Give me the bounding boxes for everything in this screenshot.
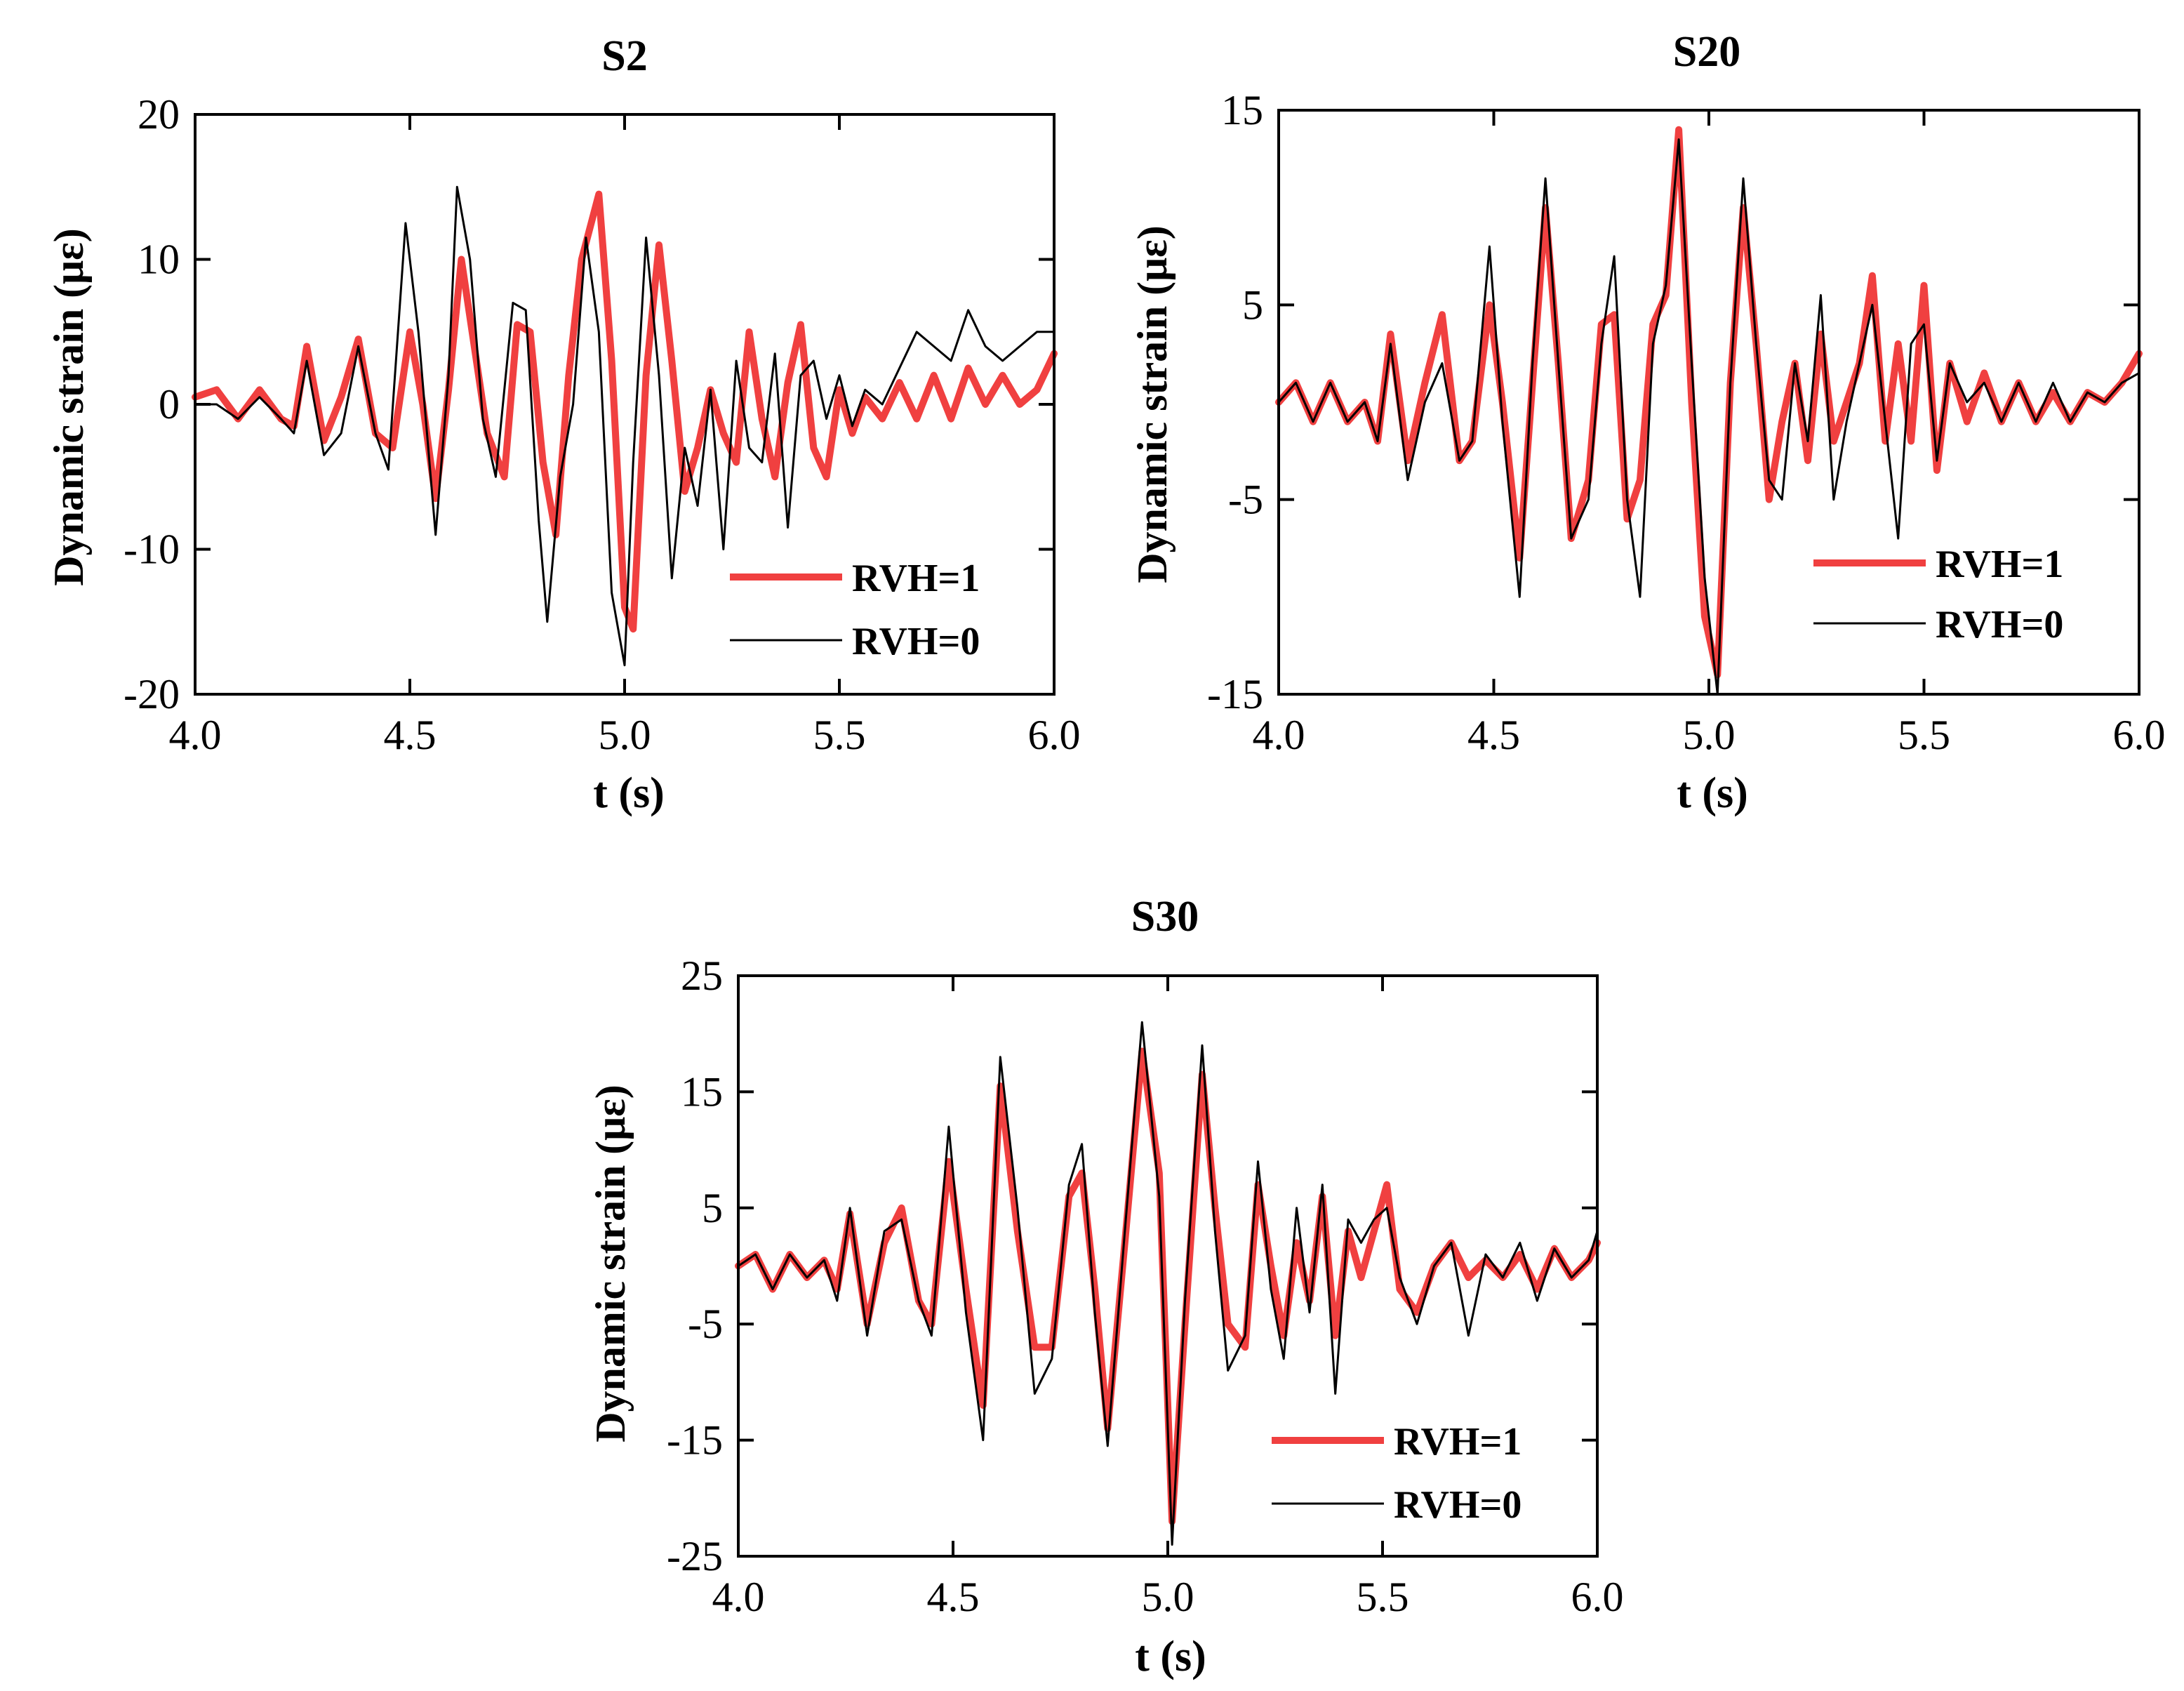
legend-label-rvh0: RVH=0 xyxy=(1394,1483,1522,1527)
panel-s2: S2 Dynamic strain (με) t (s) 4.0 4.5 5.0 5.… xyxy=(46,32,1081,817)
x-axis-label: t (s) xyxy=(1135,1633,1206,1680)
legend-label-rvh0: RVH=0 xyxy=(852,620,980,663)
y-tick-label: 10 xyxy=(138,237,180,283)
x-tick-label: 4.5 xyxy=(927,1574,980,1620)
ticks: 4.0 4.5 5.0 5.5 6.0 25 15 5 -5 -15 -25 xyxy=(667,953,1623,1620)
ticks: 4.0 4.5 5.0 5.5 6.0 15 5 -5 -15 xyxy=(1207,87,2165,758)
y-tick-label: -10 xyxy=(124,526,180,573)
y-tick-label: 15 xyxy=(681,1068,723,1115)
series-line-rvh1 xyxy=(1275,126,2143,679)
legend-label-rvh1: RVH=1 xyxy=(1394,1420,1522,1464)
y-tick-label: -5 xyxy=(688,1301,723,1347)
x-tick-label: 4.0 xyxy=(169,712,222,758)
x-axis-label: t (s) xyxy=(1677,769,1748,817)
y-tick-label: 5 xyxy=(702,1185,723,1231)
legend: RVH=1 RVH=0 xyxy=(730,557,980,663)
y-tick-label: 25 xyxy=(681,953,723,999)
x-tick-label: 5.5 xyxy=(1898,712,1950,758)
y-tick-label: 5 xyxy=(1242,281,1263,328)
x-tick-label: 5.5 xyxy=(813,712,866,758)
plot-frame xyxy=(737,974,1599,1558)
panel-s30: S30 Dynamic strain (με) t (s) 4.0 4.5 5.0 5… xyxy=(587,893,1624,1680)
x-tick-label: 6.0 xyxy=(2113,712,2166,758)
x-tick-label: 6.0 xyxy=(1571,1574,1624,1620)
x-axis-label: t (s) xyxy=(593,769,665,817)
x-tick-label: 5.0 xyxy=(599,712,651,758)
y-tick-label: 0 xyxy=(159,381,180,427)
x-tick-label: 4.5 xyxy=(384,712,437,758)
series-layer xyxy=(1275,126,2143,696)
legend-label-rvh0: RVH=0 xyxy=(1936,603,2063,646)
legend-label-rvh1: RVH=1 xyxy=(1936,543,2063,586)
plot-frame xyxy=(1277,109,2140,696)
y-tick-label: -25 xyxy=(667,1533,723,1579)
series-layer xyxy=(735,1021,1601,1546)
x-tick-label: 4.0 xyxy=(1253,712,1305,758)
y-tick-label: -20 xyxy=(124,671,180,717)
x-tick-label: 6.0 xyxy=(1028,712,1081,758)
x-tick-label: 5.5 xyxy=(1357,1574,1409,1620)
legend-label-rvh1: RVH=1 xyxy=(852,557,980,600)
series-line-rvh0 xyxy=(194,185,1056,667)
legend: RVH=1 RVH=0 xyxy=(1272,1420,1522,1527)
series-line-rvh0 xyxy=(737,1021,1599,1546)
x-tick-label: 5.0 xyxy=(1142,1574,1194,1620)
x-tick-label: 5.0 xyxy=(1683,712,1736,758)
x-tick-label: 4.0 xyxy=(712,1574,765,1620)
series-layer xyxy=(192,185,1058,667)
y-axis-label: Dynamic strain (με) xyxy=(1129,225,1176,583)
plot-frame xyxy=(194,113,1056,696)
legend: RVH=1 RVH=0 xyxy=(1813,543,2063,646)
y-tick-label: 20 xyxy=(138,91,180,138)
y-tick-label: 15 xyxy=(1221,87,1263,133)
panel-title: S30 xyxy=(1131,893,1199,941)
y-tick-label: -15 xyxy=(1207,671,1263,717)
ticks: 4.0 4.5 5.0 5.5 6.0 20 10 0 -10 -20 xyxy=(124,91,1080,758)
y-axis-label: Dynamic strain (με) xyxy=(587,1085,634,1443)
y-tick-label: -5 xyxy=(1228,477,1263,523)
y-axis-label: Dynamic strain (με) xyxy=(46,228,92,586)
series-line-rvh0 xyxy=(1277,138,2140,696)
panel-s20: S20 Dynamic strain (με) t (s) 4.0 4.5 5.0 5… xyxy=(1129,28,2166,817)
panel-title: S2 xyxy=(601,32,647,80)
y-tick-label: -15 xyxy=(667,1417,723,1464)
panel-title: S20 xyxy=(1673,28,1740,76)
x-tick-label: 4.5 xyxy=(1467,712,1520,758)
